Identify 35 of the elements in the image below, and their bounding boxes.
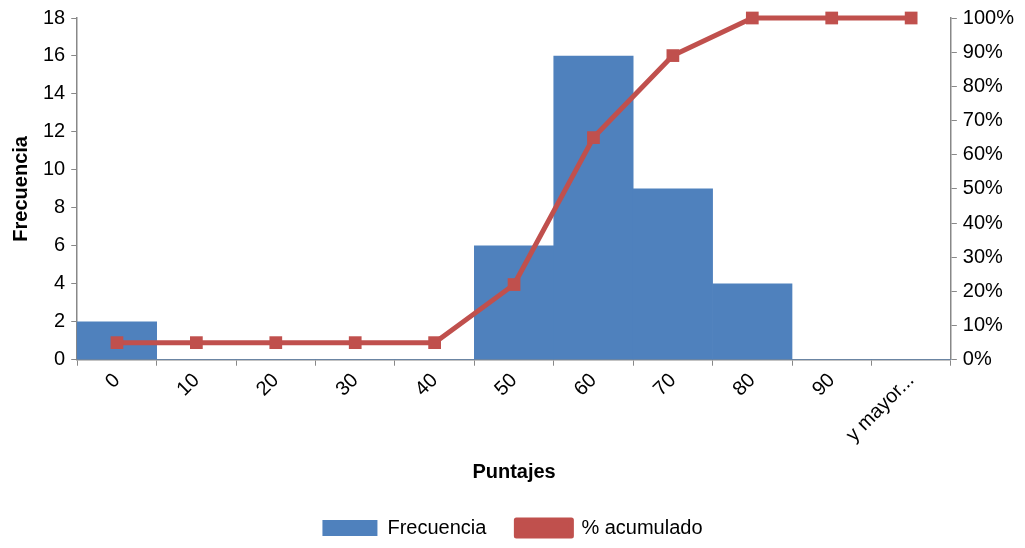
x-tick-label: 20 xyxy=(251,368,283,400)
y2-tick-label: 80% xyxy=(962,73,1004,96)
y-tick-label: 14 xyxy=(43,81,66,104)
y2-tick-label: 40% xyxy=(962,210,1004,233)
y-tick-label: 2 xyxy=(54,309,66,332)
y2-tick-label: 20% xyxy=(962,278,1004,301)
x-tick-label: 80 xyxy=(727,368,760,400)
y2-tick-label: 0% xyxy=(962,347,992,370)
y-tick-label: 10 xyxy=(43,157,66,180)
x-tick-label: 90 xyxy=(807,368,839,400)
x-tick-label: 70 xyxy=(648,368,680,400)
y2-tick-label: 70% xyxy=(962,108,1004,131)
x-tick-label: 0 xyxy=(100,368,124,392)
y2-tick-label: 30% xyxy=(962,244,1004,267)
y-tick-label: 8 xyxy=(54,195,66,218)
x-tick-label: 30 xyxy=(330,368,362,400)
legend-label: Frecuencia xyxy=(387,515,488,538)
y-axis-title: Frecuencia xyxy=(8,135,31,242)
y-tick-label: 12 xyxy=(43,119,66,142)
y2-tick-label: 10% xyxy=(962,313,1004,336)
y-tick-label: 4 xyxy=(54,271,66,294)
y2-tick-label: 100% xyxy=(962,5,1015,28)
y-tick-label: 0 xyxy=(54,347,66,370)
y-tick-label: 6 xyxy=(54,233,66,256)
x-tick-label: 10 xyxy=(171,368,204,400)
y-tick-label: 18 xyxy=(43,5,66,28)
x-tick-label: 60 xyxy=(568,368,601,400)
y2-tick-label: 90% xyxy=(962,39,1004,62)
y-tick-label: 16 xyxy=(43,43,66,66)
x-tick-label: 50 xyxy=(489,368,521,400)
y2-tick-label: 60% xyxy=(962,142,1004,165)
legend-label: % acumulado xyxy=(581,515,703,538)
x-axis-title: Puntajes xyxy=(472,459,556,482)
x-tick-label: 40 xyxy=(410,368,442,400)
y2-tick-label: 50% xyxy=(962,176,1004,199)
